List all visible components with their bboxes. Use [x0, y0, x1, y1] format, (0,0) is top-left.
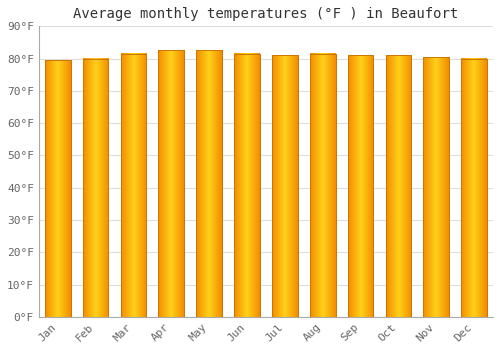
Bar	[272, 55, 297, 317]
Bar	[82, 58, 108, 317]
Bar	[386, 55, 411, 317]
Title: Average monthly temperatures (°F ) in Beaufort: Average monthly temperatures (°F ) in Be…	[74, 7, 458, 21]
Bar	[462, 58, 487, 317]
Bar	[45, 60, 70, 317]
Bar	[158, 50, 184, 317]
Bar	[196, 50, 222, 317]
Bar	[120, 54, 146, 317]
Bar	[196, 50, 222, 317]
Bar	[310, 54, 336, 317]
Bar	[424, 57, 449, 317]
Bar	[348, 55, 374, 317]
Bar	[234, 54, 260, 317]
Bar	[234, 54, 260, 317]
Bar	[424, 57, 449, 317]
Bar	[272, 55, 297, 317]
Bar	[82, 58, 108, 317]
Bar	[348, 55, 374, 317]
Bar	[462, 58, 487, 317]
Bar	[158, 50, 184, 317]
Bar	[120, 54, 146, 317]
Bar	[386, 55, 411, 317]
Bar	[45, 60, 70, 317]
Bar	[310, 54, 336, 317]
